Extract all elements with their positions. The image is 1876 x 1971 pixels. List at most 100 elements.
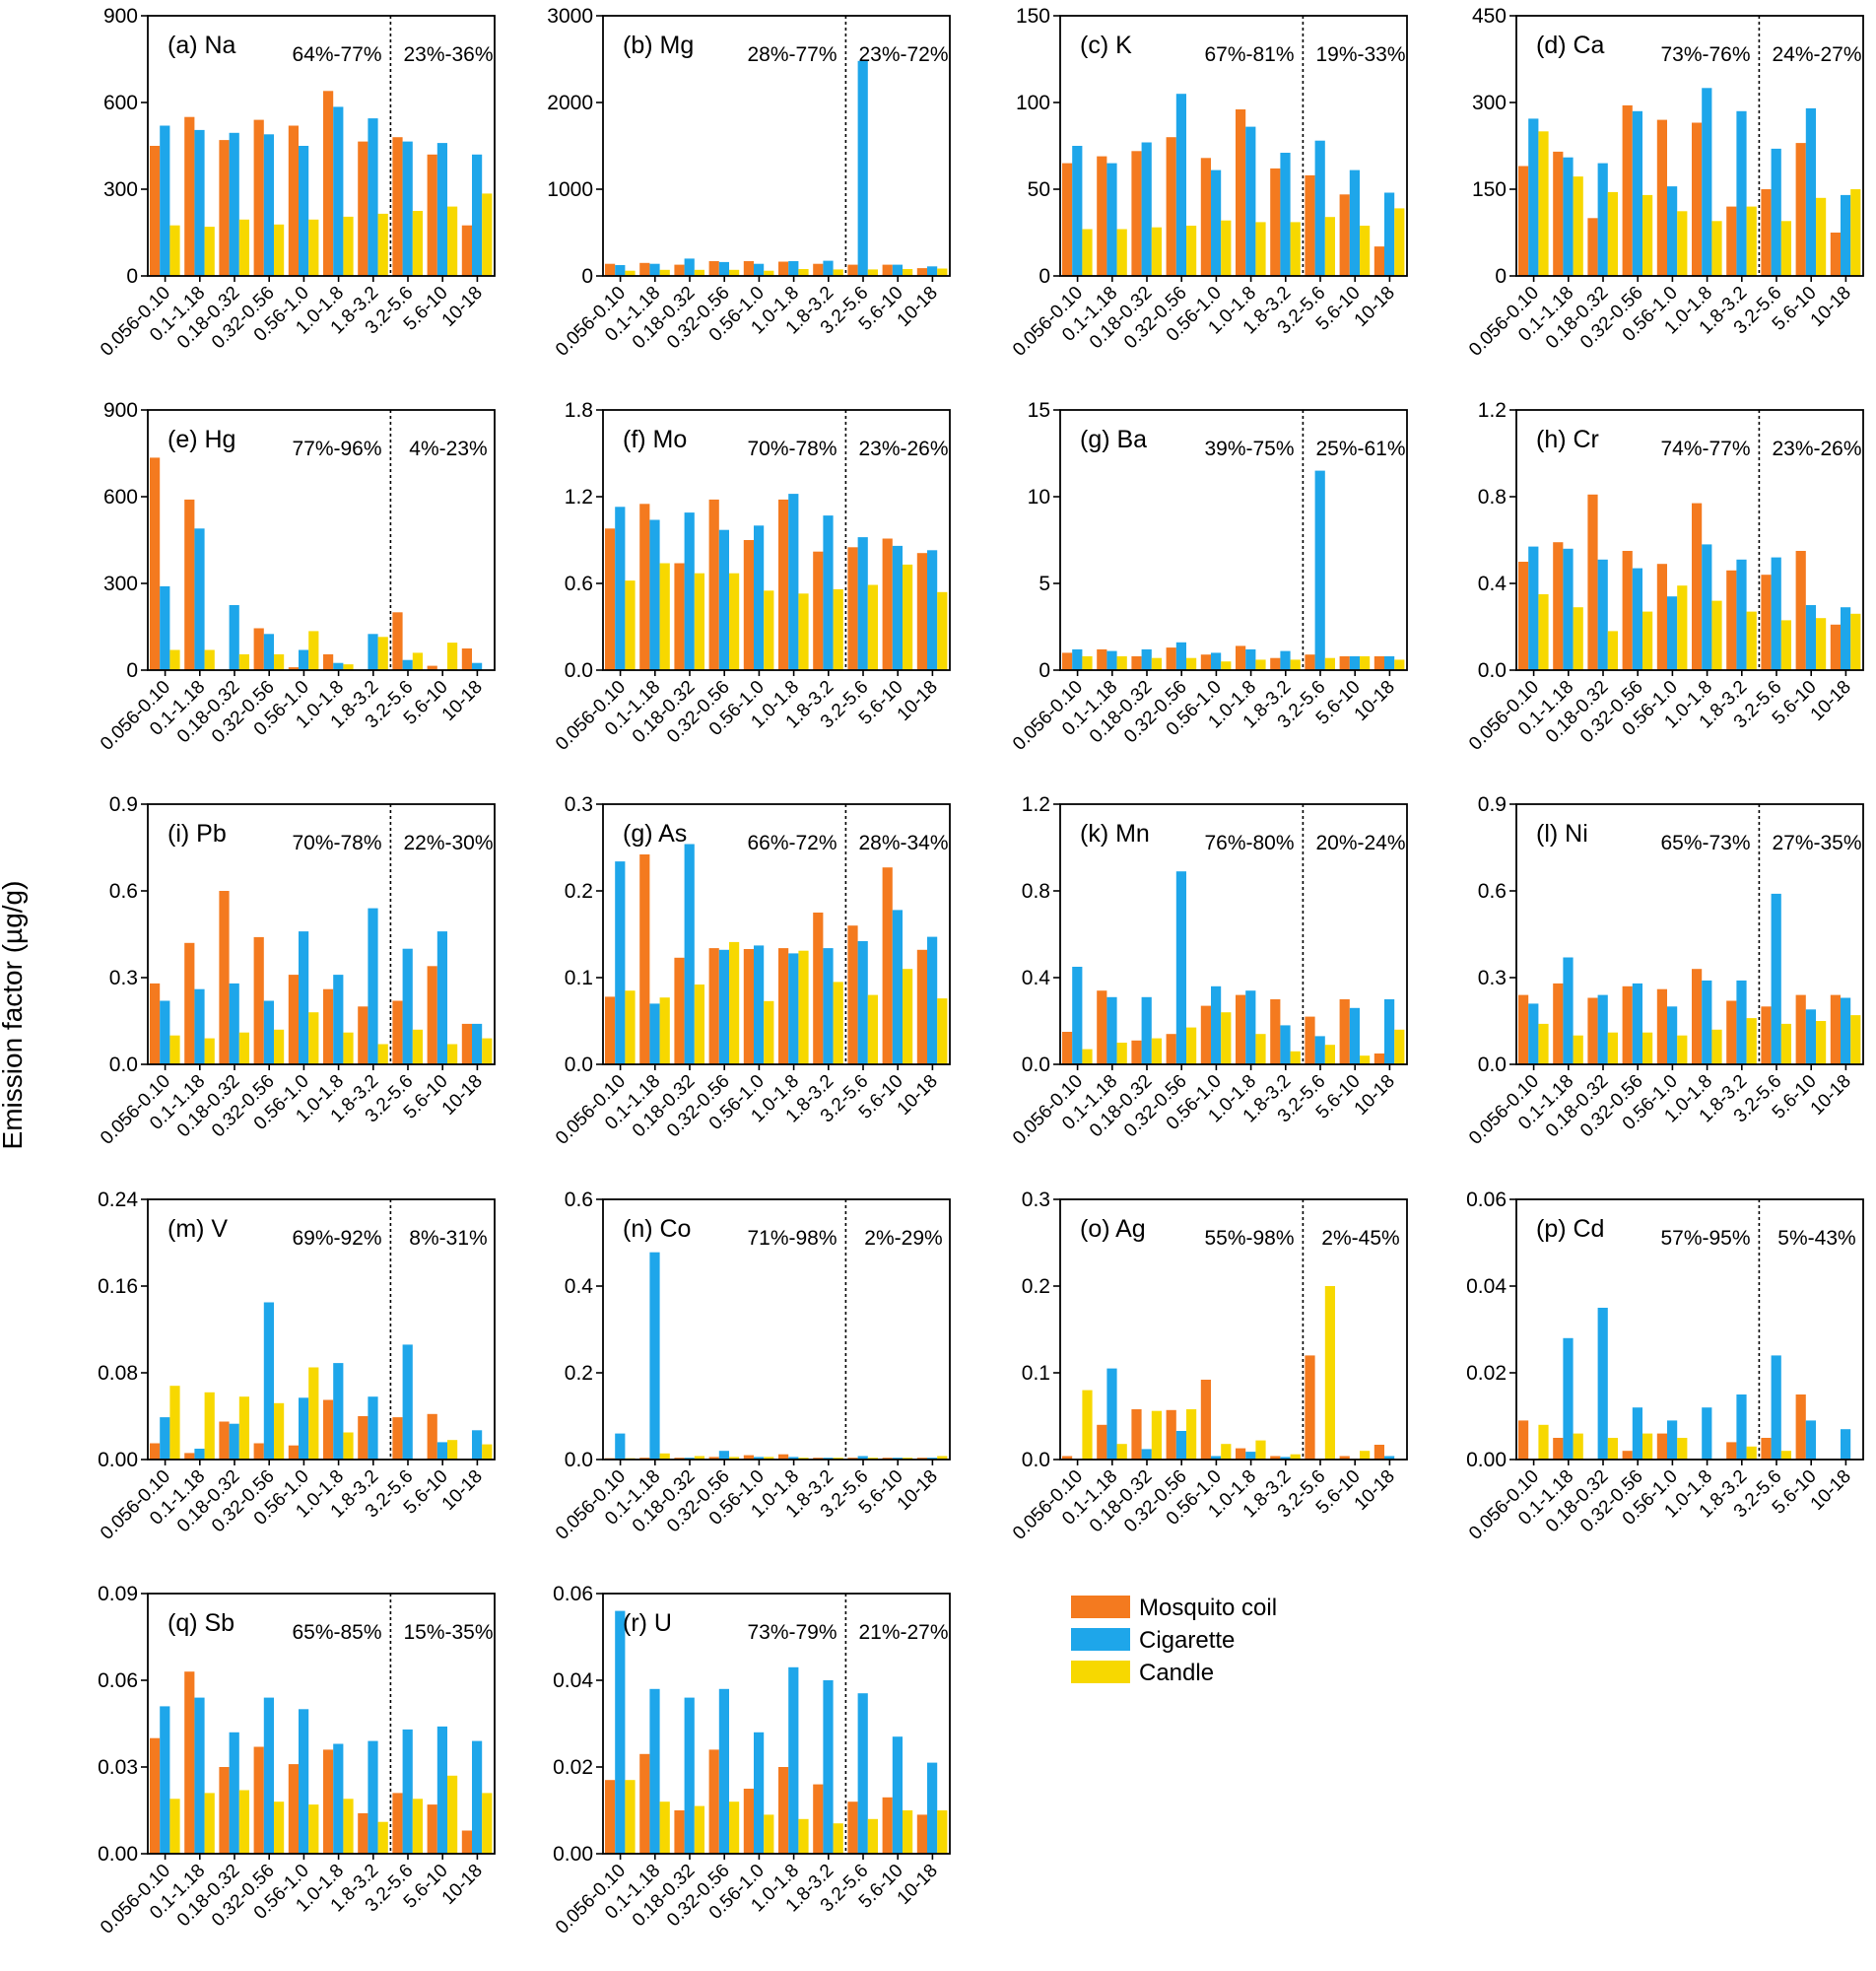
bar-mosquito-coil bbox=[813, 1784, 824, 1854]
plot-frame bbox=[1515, 15, 1864, 277]
panel: 0.00.30.60.90.056-0.100.1-1.180.18-0.320… bbox=[97, 793, 496, 1149]
bar-mosquito-coil bbox=[1761, 1438, 1772, 1460]
bar-mosquito-coil bbox=[778, 261, 789, 276]
panel: 0.000.020.040.060.056-0.100.1-1.180.18-0… bbox=[552, 1583, 951, 1938]
bar-candle bbox=[1780, 1451, 1791, 1460]
bar-cigarette bbox=[299, 1397, 309, 1460]
bar-cigarette bbox=[263, 1697, 274, 1854]
bar-candle bbox=[1816, 618, 1827, 670]
bar-candle bbox=[482, 1444, 493, 1460]
bar-candle bbox=[937, 1810, 948, 1854]
plot-frame bbox=[602, 1593, 951, 1855]
bar-mosquito-coil bbox=[1131, 1040, 1142, 1064]
bar-mosquito-coil bbox=[674, 957, 685, 1064]
bar-candle bbox=[903, 969, 913, 1064]
panel: 0.000.080.160.240.056-0.100.1-1.180.18-0… bbox=[97, 1189, 496, 1544]
bar-candle bbox=[1290, 1051, 1301, 1064]
fine-fraction-label: 28%-77% bbox=[747, 43, 837, 66]
bar-mosquito-coil bbox=[916, 1814, 927, 1854]
bar-mosquito-coil bbox=[743, 949, 754, 1064]
bar-cigarette bbox=[927, 936, 938, 1064]
bar-cigarette bbox=[299, 146, 309, 276]
bar-candle bbox=[1607, 1032, 1618, 1064]
fine-fraction-label: 64%-77% bbox=[292, 43, 381, 66]
bar-cigarette bbox=[368, 634, 378, 670]
bar-candle bbox=[308, 219, 319, 276]
bar-cigarette bbox=[1632, 983, 1642, 1064]
bar-mosquito-coil bbox=[605, 996, 616, 1064]
bar-candle bbox=[1221, 220, 1232, 276]
bar-mosquito-coil bbox=[461, 1023, 472, 1064]
bar-candle bbox=[377, 1044, 388, 1064]
bar-cigarette bbox=[857, 537, 868, 670]
y-tick-label: 0.02 bbox=[1466, 1362, 1507, 1385]
bar-candle bbox=[867, 1458, 878, 1460]
x-tick-label: 10-18 bbox=[1807, 283, 1855, 331]
panel: 0.00.10.20.30.056-0.100.1-1.180.18-0.320… bbox=[552, 793, 951, 1149]
bar-candle bbox=[1711, 600, 1722, 670]
bar-candle bbox=[1221, 661, 1232, 670]
y-tick-label: 0.04 bbox=[1466, 1275, 1507, 1298]
coarse-fraction-label: 22%-30% bbox=[403, 832, 493, 854]
bar-mosquito-coil bbox=[1062, 652, 1073, 670]
y-tick-label: 0.0 bbox=[565, 1053, 593, 1076]
bar-mosquito-coil bbox=[1518, 994, 1529, 1064]
fine-fraction-label: 65%-85% bbox=[292, 1621, 381, 1644]
bar-cigarette bbox=[1349, 655, 1360, 670]
bar-mosquito-coil bbox=[1587, 218, 1598, 276]
bar-mosquito-coil bbox=[639, 504, 650, 670]
bar-mosquito-coil bbox=[847, 925, 858, 1064]
bar-mosquito-coil bbox=[1518, 166, 1529, 276]
bar-candle bbox=[1186, 1027, 1197, 1064]
bar-cigarette bbox=[1211, 652, 1222, 670]
x-tick-label: 10-18 bbox=[1807, 677, 1855, 725]
bar-candle bbox=[1394, 1029, 1405, 1064]
bar-candle bbox=[1186, 1409, 1197, 1460]
bar-cigarette bbox=[1597, 559, 1608, 670]
bar-cigarette bbox=[333, 975, 344, 1064]
bar-candle bbox=[1711, 221, 1722, 276]
bar-cigarette bbox=[1632, 1407, 1642, 1460]
bar-candle bbox=[308, 1012, 319, 1064]
plot-frame bbox=[1515, 409, 1864, 671]
bar-cigarette bbox=[194, 528, 205, 670]
bar-mosquito-coil bbox=[1062, 163, 1073, 276]
bar-candle bbox=[482, 193, 493, 276]
bar-mosquito-coil bbox=[778, 499, 789, 670]
y-tick-label: 600 bbox=[103, 486, 138, 509]
panel: 01503004500.056-0.100.1-1.180.18-0.320.3… bbox=[1465, 5, 1864, 361]
bar-candle bbox=[1573, 176, 1583, 276]
bar-cigarette bbox=[472, 154, 483, 276]
bar-candle bbox=[1116, 1043, 1127, 1064]
y-tick-label: 0.08 bbox=[98, 1362, 138, 1385]
panel-title: (p) Cd bbox=[1536, 1215, 1604, 1243]
bar-candle bbox=[729, 1457, 740, 1460]
bar-mosquito-coil bbox=[1270, 1456, 1281, 1460]
bar-mosquito-coil bbox=[253, 936, 264, 1064]
bar-mosquito-coil bbox=[813, 263, 824, 276]
y-tick-label: 0.6 bbox=[1478, 880, 1507, 903]
panel-title: (q) Sb bbox=[168, 1609, 234, 1637]
bar-mosquito-coil bbox=[1062, 1456, 1073, 1460]
bar-cigarette bbox=[1597, 163, 1608, 276]
y-tick-label: 1.8 bbox=[565, 399, 593, 422]
bar-cigarette bbox=[1805, 1009, 1816, 1064]
bar-mosquito-coil bbox=[1518, 562, 1529, 670]
bar-cigarette bbox=[160, 125, 170, 276]
bar-cigarette bbox=[1771, 557, 1781, 670]
bar-mosquito-coil bbox=[1761, 575, 1772, 670]
bar-cigarette bbox=[1736, 559, 1747, 670]
bar-cigarette bbox=[1667, 1420, 1678, 1460]
x-tick-label: 10-18 bbox=[894, 1861, 942, 1909]
bar-candle bbox=[308, 1367, 319, 1460]
panel: 01000200030000.056-0.100.1-1.180.18-0.32… bbox=[547, 5, 951, 361]
bar-candle bbox=[764, 1457, 774, 1460]
bar-candle bbox=[1538, 131, 1549, 276]
coarse-fraction-label: 27%-35% bbox=[1772, 832, 1861, 854]
bar-mosquito-coil bbox=[184, 116, 195, 276]
bar-candle bbox=[764, 1000, 774, 1064]
bar-mosquito-coil bbox=[605, 263, 616, 276]
bar-cigarette bbox=[1072, 967, 1083, 1064]
bar-mosquito-coil bbox=[1131, 655, 1142, 670]
bar-cigarette bbox=[1841, 194, 1851, 276]
